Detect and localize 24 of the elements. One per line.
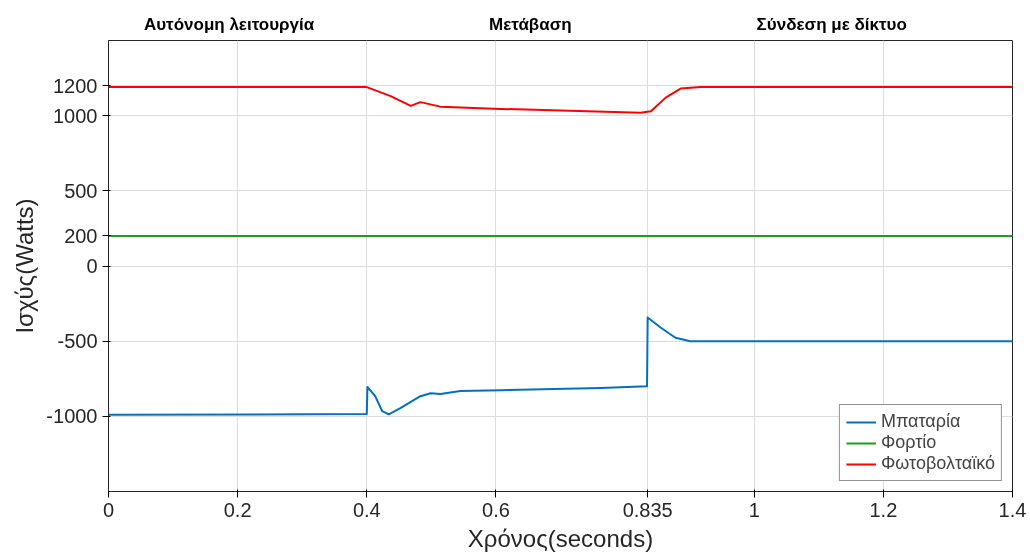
legend-label: Φωτοβολταϊκό <box>880 453 995 474</box>
x-tick-label: 0.835 <box>622 498 673 521</box>
x-tick-label: 0 <box>102 498 115 521</box>
legend-label: Μπαταρία <box>880 411 961 432</box>
x-axis-title: Χρόνος(seconds) <box>467 524 654 552</box>
y-tick-label: 1000 <box>53 104 98 127</box>
y-tick-label: 1200 <box>53 74 98 97</box>
y-tick-label: -1000 <box>46 405 98 428</box>
text: Αυτόνομη λειτουργία <box>143 14 315 34</box>
y-tick-label: 500 <box>64 179 98 202</box>
x-tick-label: 1.4 <box>998 498 1027 521</box>
y-axis-title: Ισχύς(Watts) <box>11 198 39 334</box>
y-tick-label: -500 <box>57 330 98 353</box>
text: Μετάβαση <box>489 14 572 34</box>
x-tick-label: 1 <box>748 498 760 521</box>
x-tick-label: 0.4 <box>352 498 381 521</box>
legend-label: Φορτίο <box>880 432 937 453</box>
y-tick-label: 0 <box>86 255 98 277</box>
x-tick-label: 1.2 <box>869 498 898 521</box>
y-tick-label: 200 <box>64 224 98 247</box>
x-tick-label: 0.6 <box>482 498 510 521</box>
line-series <box>108 86 1013 114</box>
text: Σύνδεση με δίκτυο <box>756 14 907 34</box>
x-tick-label: 0.2 <box>223 498 252 521</box>
